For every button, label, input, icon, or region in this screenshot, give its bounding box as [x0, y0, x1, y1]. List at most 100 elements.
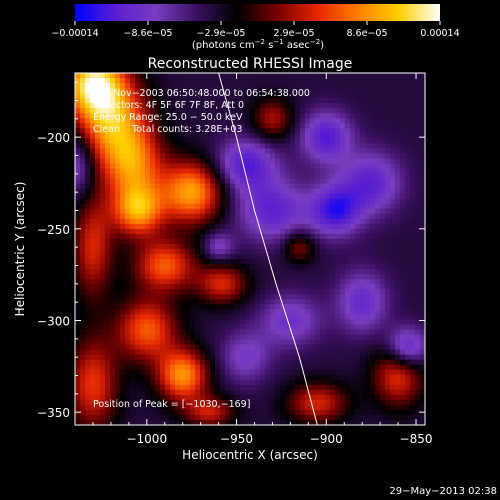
heatmap-cell: [345, 329, 351, 336]
heatmap-cell: [165, 299, 171, 305]
heatmap-cell: [245, 324, 251, 331]
heatmap-cell: [335, 254, 341, 260]
heatmap-cell: [255, 133, 261, 139]
heatmap-cell: [110, 118, 116, 124]
heatmap-cell: [250, 294, 256, 300]
heatmap-cell: [310, 374, 316, 381]
heatmap-cell: [205, 254, 211, 260]
heatmap-cell: [75, 108, 81, 114]
heatmap-cell: [110, 148, 116, 155]
heatmap-cell: [210, 384, 216, 391]
heatmap-cell: [205, 218, 211, 225]
heatmap-cell: [255, 374, 261, 381]
heatmap-cell: [420, 108, 425, 114]
heatmap-cell: [345, 168, 351, 175]
heatmap-cell: [420, 118, 425, 124]
heatmap-cell: [225, 128, 231, 134]
heatmap-cell: [75, 329, 81, 336]
heatmap-cell: [230, 384, 236, 391]
heatmap-cell: [145, 88, 151, 94]
heatmap-cell: [115, 113, 121, 119]
heatmap-cell: [345, 399, 351, 406]
heatmap-cell: [195, 233, 201, 240]
heatmap-cell: [210, 153, 216, 160]
heatmap-cell: [75, 254, 81, 260]
heatmap-cell: [150, 354, 156, 361]
heatmap-cell: [205, 324, 211, 331]
heatmap-cell: [180, 319, 186, 326]
heatmap-cell: [90, 108, 96, 114]
heatmap-cell: [355, 404, 361, 411]
heatmap-cell: [390, 168, 396, 175]
heatmap-cell: [395, 319, 401, 326]
heatmap-cell: [290, 389, 296, 396]
heatmap-cell: [170, 78, 176, 84]
heatmap-cell: [305, 389, 311, 396]
heatmap-cell: [170, 274, 176, 280]
heatmap-cell: [225, 223, 231, 230]
heatmap-cell: [200, 309, 206, 315]
heatmap-cell: [410, 259, 416, 265]
heatmap-cell: [165, 269, 171, 275]
heatmap-cell: [380, 118, 386, 124]
heatmap-cell: [125, 143, 131, 150]
heatmap-cell: [165, 153, 171, 160]
heatmap-cell: [115, 163, 121, 170]
heatmap-cell: [405, 289, 411, 295]
heatmap-cell: [395, 354, 401, 361]
heatmap-cell: [165, 389, 171, 396]
heatmap-cell: [420, 83, 425, 89]
heatmap-cell: [185, 269, 191, 275]
heatmap-cell: [145, 193, 151, 200]
heatmap-cell: [95, 319, 101, 326]
heatmap-cell: [105, 374, 111, 381]
heatmap-cell: [305, 409, 311, 416]
heatmap-cell: [165, 324, 171, 331]
heatmap-cell: [155, 98, 161, 104]
heatmap-cell: [360, 379, 366, 386]
heatmap-cell: [130, 324, 136, 331]
heatmap-cell: [345, 409, 351, 416]
heatmap-cell: [395, 143, 401, 150]
heatmap-cell: [385, 389, 391, 396]
heatmap-cell: [300, 259, 306, 265]
heatmap-cell: [265, 334, 271, 341]
heatmap-cell: [355, 178, 361, 185]
heatmap-cell: [360, 394, 366, 401]
heatmap-cell: [360, 364, 366, 371]
heatmap-cell: [320, 289, 326, 295]
heatmap-cell: [280, 269, 286, 275]
heatmap-cell: [360, 349, 366, 356]
heatmap-cell: [410, 163, 416, 170]
heatmap-cell: [215, 238, 221, 245]
heatmap-cell: [300, 238, 306, 245]
heatmap-cell: [340, 249, 346, 255]
heatmap-cell: [290, 108, 296, 114]
heatmap-cell: [325, 399, 331, 406]
heatmap-cell: [215, 108, 221, 114]
heatmap-cell: [215, 374, 221, 381]
heatmap-cell: [195, 409, 201, 416]
heatmap-cell: [405, 83, 411, 89]
heatmap-cell: [355, 359, 361, 366]
heatmap-cell: [200, 108, 206, 114]
heatmap-cell: [365, 259, 371, 265]
heatmap-cell: [300, 309, 306, 315]
heatmap-cell: [330, 304, 336, 310]
heatmap-cell: [90, 148, 96, 155]
heatmap-cell: [80, 213, 86, 220]
heatmap-cell: [90, 153, 96, 160]
heatmap-cell: [335, 274, 341, 280]
heatmap-cell: [305, 238, 311, 245]
heatmap-cell: [285, 228, 291, 235]
heatmap-cell: [195, 369, 201, 376]
heatmap-cell: [310, 233, 316, 240]
heatmap-cell: [180, 228, 186, 235]
heatmap-cell: [160, 259, 166, 265]
heatmap-cell: [330, 274, 336, 280]
heatmap-cell: [265, 354, 271, 361]
heatmap-cell: [225, 243, 231, 250]
heatmap-cell: [75, 173, 81, 180]
heatmap-cell: [210, 389, 216, 396]
heatmap-cell: [300, 113, 306, 119]
